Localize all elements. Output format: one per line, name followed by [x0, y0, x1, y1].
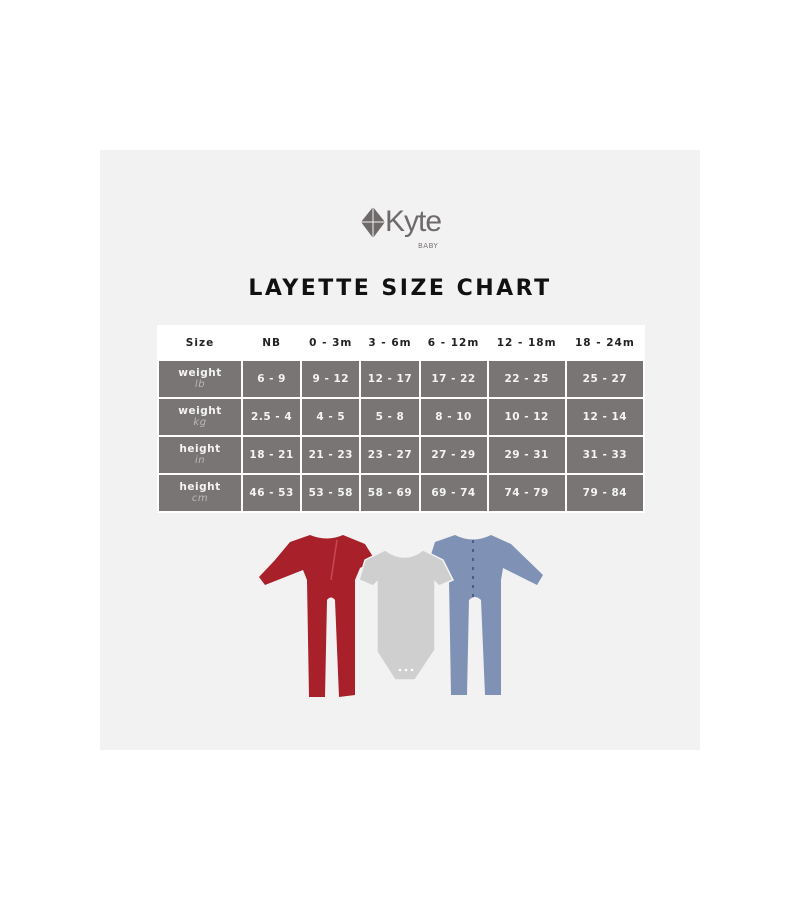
value-cell: 18 - 21: [243, 437, 301, 473]
header-cell: 18 - 24m: [566, 327, 643, 359]
value-cell: 23 - 27: [361, 437, 419, 473]
red-footie-icon: [259, 535, 375, 697]
row-label: weight lb: [159, 361, 241, 397]
value-cell: 53 - 58: [302, 475, 360, 511]
header-cell: 12 - 18m: [488, 327, 565, 359]
page-title: LAYETTE SIZE CHART: [248, 276, 552, 301]
measure-name: weight: [178, 367, 222, 379]
value-cell: 17 - 22: [420, 361, 487, 397]
value-cell: 46 - 53: [243, 475, 301, 511]
value-cell: 31 - 33: [566, 437, 643, 473]
row-label: height cm: [159, 475, 241, 511]
table-row: height cm 46 - 53 53 - 58 58 - 69 69 - 74 74 -…: [159, 475, 643, 511]
measure-name: height: [179, 443, 221, 455]
value-cell: 10 - 12: [488, 399, 565, 435]
measure-unit: cm: [191, 493, 209, 504]
header-cell: Size: [159, 327, 241, 359]
gray-bodysuit-icon: [358, 549, 455, 681]
value-cell: 9 - 12: [302, 361, 360, 397]
header-cell: 6 - 12m: [420, 327, 487, 359]
value-cell: 12 - 17: [361, 361, 419, 397]
value-cell: 6 - 9: [243, 361, 301, 397]
row-label: height in: [159, 437, 241, 473]
header-cell: 0 - 3m: [302, 327, 360, 359]
value-cell: 12 - 14: [566, 399, 643, 435]
garments-illustration: [259, 535, 543, 697]
value-cell: 21 - 23: [302, 437, 360, 473]
measure-unit: kg: [193, 417, 207, 428]
header-cell: 3 - 6m: [361, 327, 419, 359]
header-row: Size NB 0 - 3m 3 - 6m 6 - 12m 12 - 18m 1…: [159, 327, 643, 359]
header-cell: NB: [243, 327, 301, 359]
value-cell: 2.5 - 4: [243, 399, 301, 435]
value-cell: 79 - 84: [566, 475, 643, 511]
value-cell: 4 - 5: [302, 399, 360, 435]
value-cell: 27 - 29: [420, 437, 487, 473]
measure-name: weight: [178, 405, 222, 417]
value-cell: 8 - 10: [420, 399, 487, 435]
row-label: weight kg: [159, 399, 241, 435]
value-cell: 74 - 79: [488, 475, 565, 511]
table-row: height in 18 - 21 21 - 23 23 - 27 27 - 29 29 -…: [159, 437, 643, 473]
value-cell: 5 - 8: [361, 399, 419, 435]
brand-name: Kyte: [385, 205, 442, 238]
measure-unit: in: [194, 455, 206, 466]
value-cell: 29 - 31: [488, 437, 565, 473]
kyte-kite-logo-icon: [361, 207, 385, 238]
brand-sub: BABY: [418, 242, 439, 250]
value-cell: 69 - 74: [420, 475, 487, 511]
size-table: Size NB 0 - 3m 3 - 6m 6 - 12m 12 - 18m 1…: [157, 325, 645, 513]
measure-name: height: [179, 481, 221, 493]
value-cell: 22 - 25: [488, 361, 565, 397]
value-cell: 25 - 27: [566, 361, 643, 397]
blue-romper-icon: [423, 535, 543, 695]
value-cell: 58 - 69: [361, 475, 419, 511]
measure-unit: lb: [194, 379, 206, 390]
